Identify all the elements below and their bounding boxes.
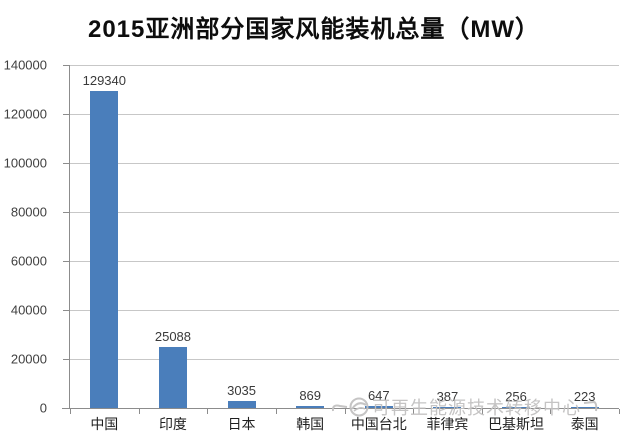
bars-group: 129340 25088 3035 869 647 387 256 223 [70,65,619,408]
x-axis-label: 日本 [227,416,256,432]
bar [570,407,599,408]
x-axis-label: 菲律宾 [426,416,469,432]
y-axis-tick [63,114,69,115]
bar-cell: 3035 [207,65,276,408]
bar [364,406,393,408]
bar [296,405,325,408]
x-axis-tick [481,409,483,414]
watermark-left-bracket [332,397,348,417]
gridline [70,65,619,66]
plot-area: 0 20000 40000 60000 80000 100000 120000 140000 … [4,58,620,416]
bar [227,400,256,408]
x-axis-tick [344,409,346,414]
watermark-right-bracket [583,397,599,417]
y-axis-tick [63,65,69,66]
y-axis-label: 20000 [10,351,47,367]
y-axis-label: 0 [39,400,47,416]
bar-cell: 25088 [139,65,208,408]
x-axis-label: 中国 [90,416,119,432]
x-axis-label: 印度 [158,416,187,432]
y-axis-label: 80000 [10,204,47,220]
y-axis-tick [63,212,69,213]
x-axis-tick [207,409,209,414]
x-axis-label: 韩国 [296,416,325,432]
gridline [70,310,619,311]
y-axis-tick [63,163,69,164]
x-axis-tick [138,409,140,414]
y-axis-tick [63,359,69,360]
y-axis-label: 40000 [10,302,47,318]
y-axis-tick [63,261,69,262]
gridline [70,114,619,115]
bar-value-label: 223 [573,389,596,404]
x-axis-tick [70,409,71,414]
bar [433,407,462,408]
chart-title: 2015亚洲部分国家风能装机总量（MW） [87,16,541,43]
gridline [70,163,619,164]
x-axis-line [62,408,619,409]
gridline [70,212,619,213]
bar [158,346,187,408]
y-axis-line [69,65,70,408]
watermark: 可再生能源技术转移中心 [332,393,599,421]
x-axis-tick [413,409,415,414]
x-axis-label: 中国台北 [350,416,407,432]
x-axis-tick [619,409,620,414]
x-axis-label: 巴基斯坦 [488,416,545,432]
bar [502,407,531,408]
bar-value-label: 647 [367,388,390,404]
y-axis-label: 60000 [10,253,47,269]
bar [90,91,119,408]
x-axis-labels-group: 中国 印度 日本 韩国 中国台北 菲律宾 巴基斯坦 泰国 [70,414,619,434]
swirl-logo-icon [348,396,370,418]
bar-value-label: 3035 [227,382,257,398]
bar-value-label: 25088 [154,328,192,344]
x-axis-label: 泰国 [570,416,599,432]
y-axis-label: 140000 [3,57,47,73]
bar-cell: 256 [482,65,551,408]
bar-value-label: 869 [299,387,322,403]
x-axis-tick [550,409,552,414]
bar-value-label: 129340 [82,73,126,89]
bar-cell: 387 [413,65,482,408]
y-axis-label: 120000 [3,106,47,122]
gridline [70,261,619,262]
x-axis-tick [275,409,277,414]
y-axis-label: 100000 [3,155,47,171]
gridline [70,359,619,360]
bar-cell: 223 [550,65,619,408]
bar-cell: 129340 [70,65,139,408]
bar-value-label: 387 [436,389,459,404]
bar-value-label: 256 [505,389,527,404]
watermark-text: 可再生能源技术转移中心 [372,398,581,418]
y-axis-tick [63,310,69,311]
bar-cell: 647 [345,65,414,408]
bar-cell: 869 [276,65,345,408]
